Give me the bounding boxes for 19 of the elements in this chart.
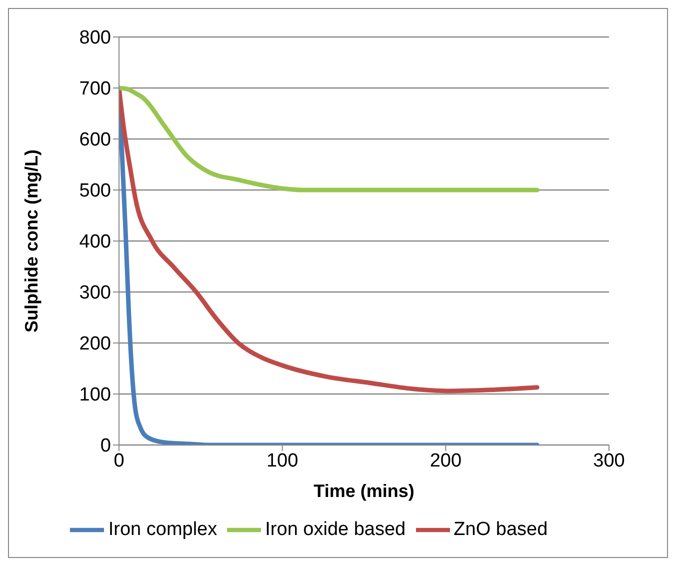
- x-tick-label: 300: [593, 450, 625, 472]
- y-axis-title: Sulphide conc (mg/L): [21, 149, 42, 332]
- y-tick-label: 100: [79, 384, 111, 406]
- legend-label: Iron complex: [108, 519, 218, 540]
- x-tick-label: 200: [430, 450, 462, 472]
- y-tick-label: 800: [79, 28, 111, 49]
- x-tick-label: 0: [114, 450, 124, 472]
- legend-label: ZnO based: [454, 519, 548, 540]
- x-tick-label: 100: [266, 450, 298, 472]
- y-tick-label: 600: [79, 130, 111, 151]
- line-series: [119, 86, 540, 192]
- y-tick-label: 400: [79, 232, 111, 253]
- x-axis-title: Time (mins): [314, 481, 414, 501]
- y-tick-label: 300: [79, 282, 111, 304]
- legend-label: Iron oxide based: [265, 519, 406, 540]
- y-tick-label: 700: [79, 78, 111, 100]
- y-tick-label: 500: [79, 180, 111, 202]
- y-tick-label: 200: [79, 334, 111, 355]
- y-tick-label: 0: [100, 436, 111, 457]
